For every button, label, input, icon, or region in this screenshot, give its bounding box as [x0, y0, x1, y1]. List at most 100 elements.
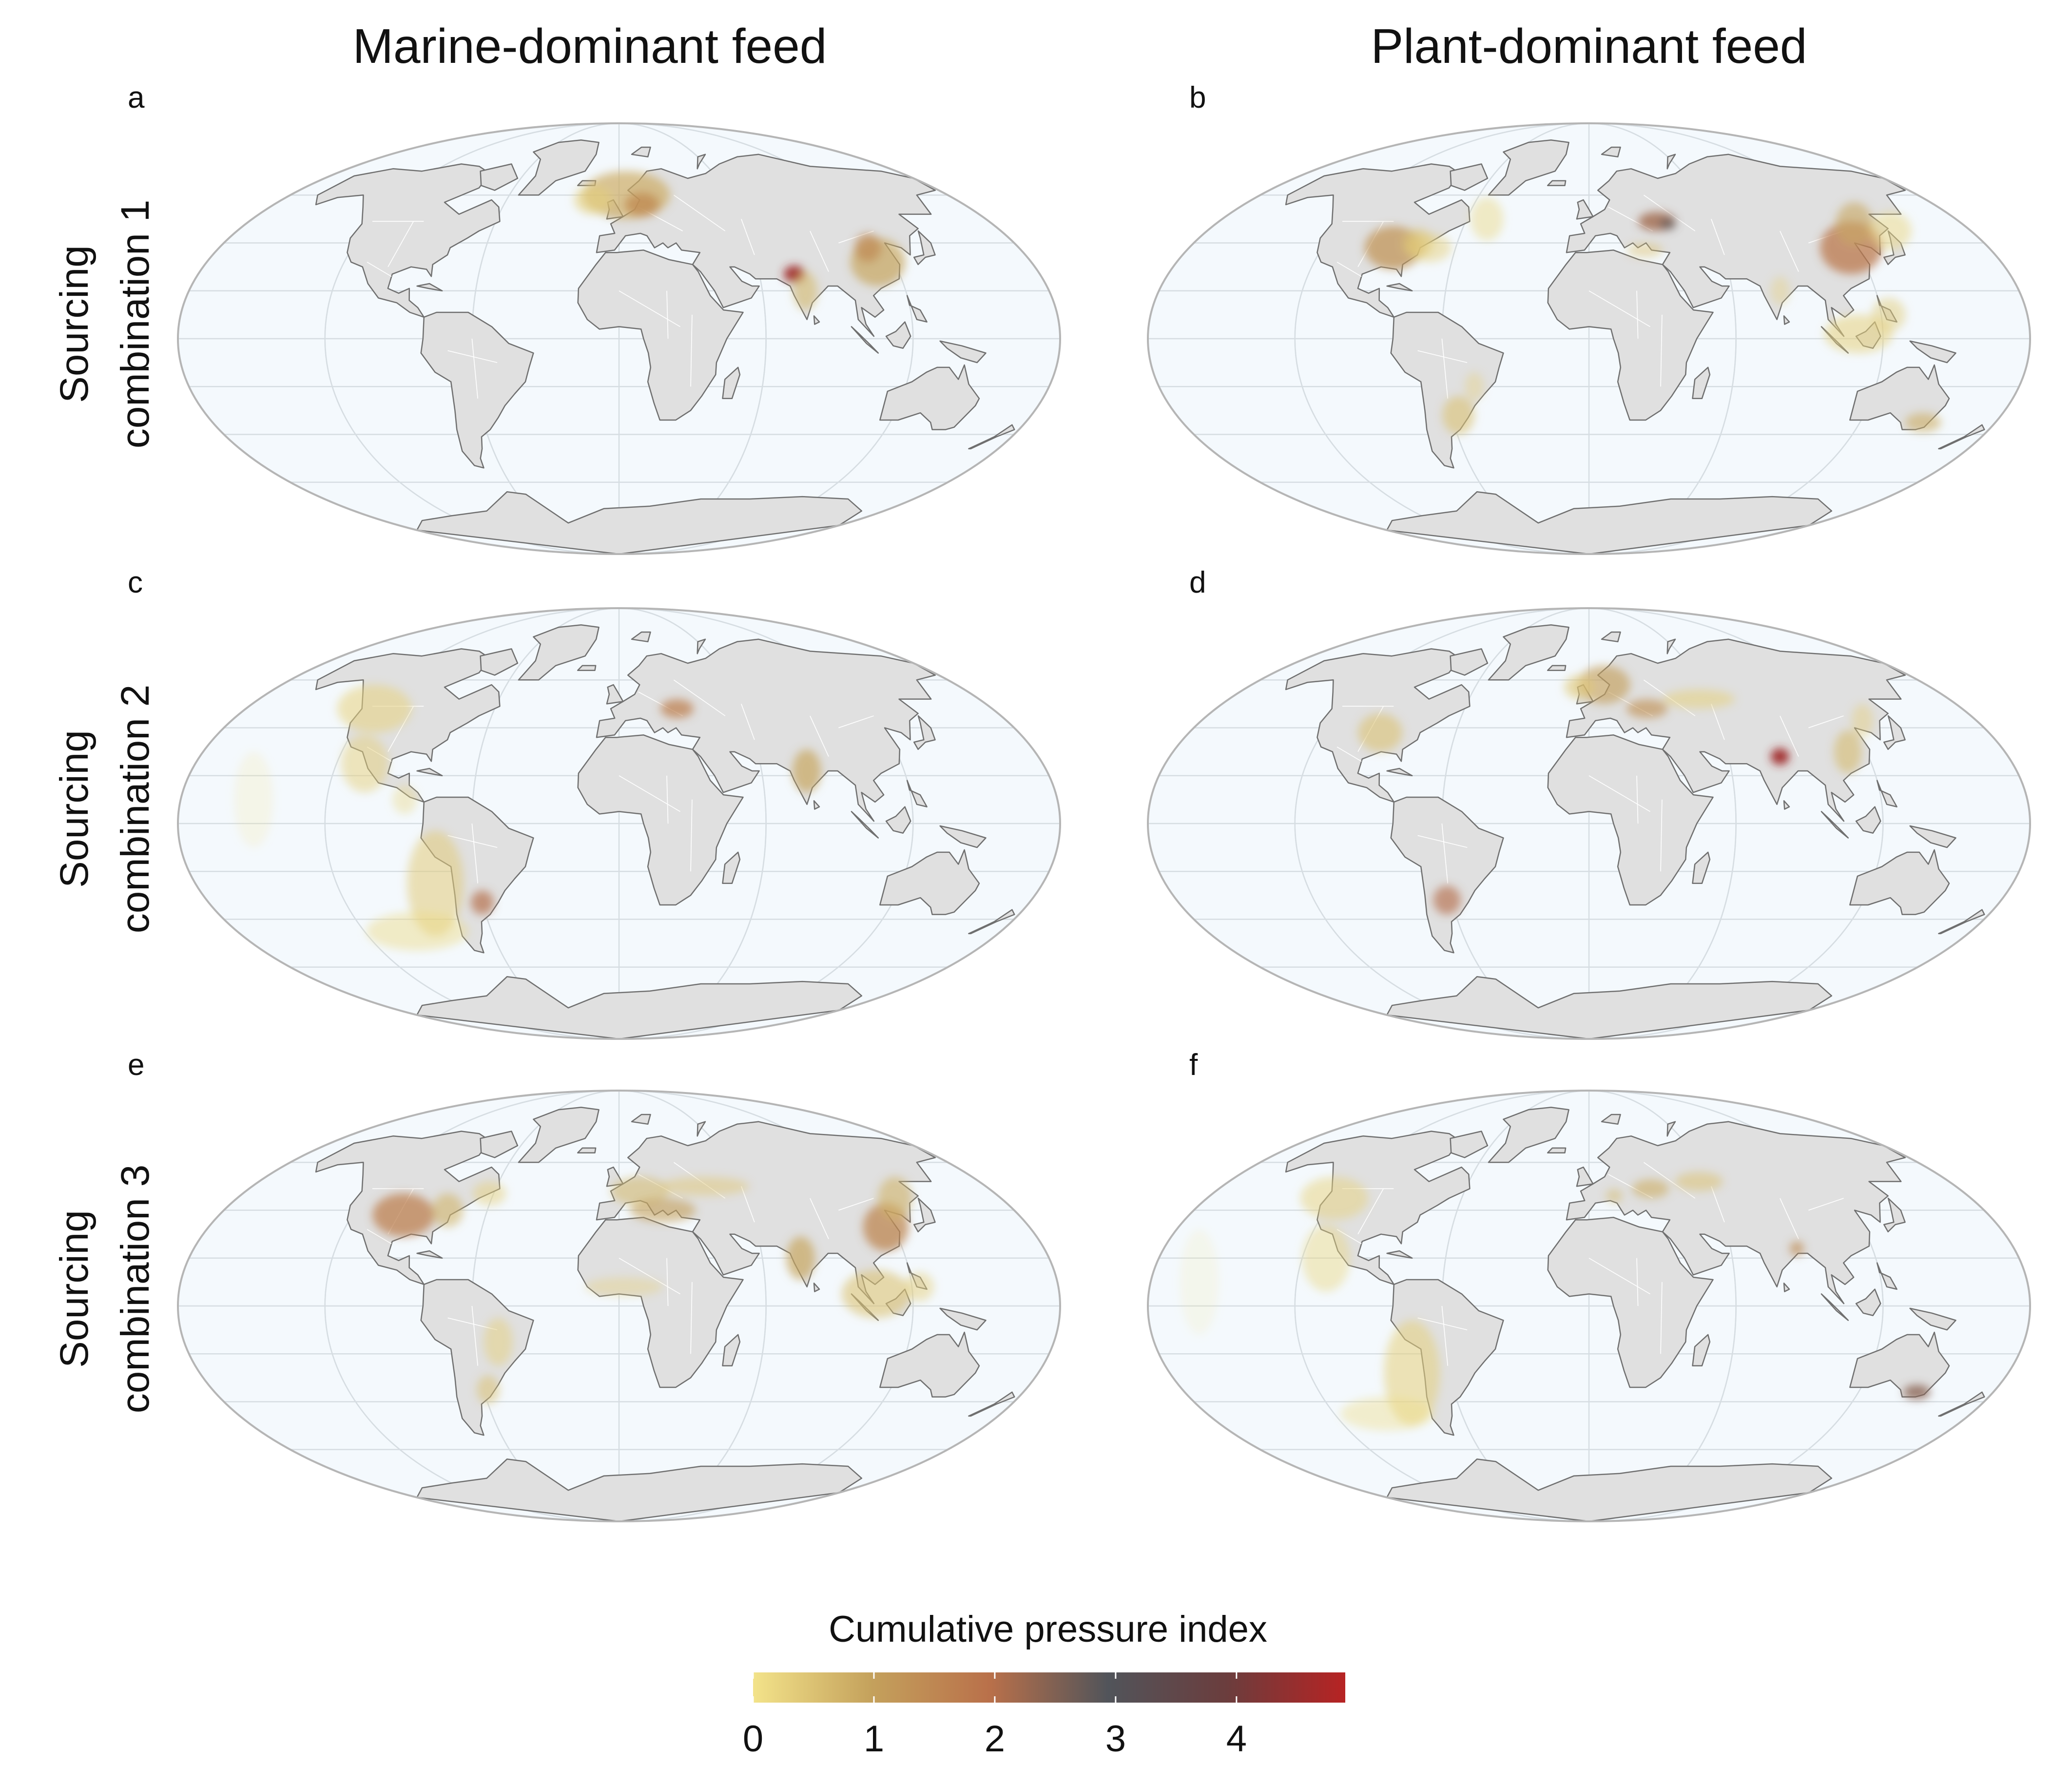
- landmass-borneo: [885, 321, 911, 349]
- landmass-japan: [1883, 715, 1906, 750]
- pressure-hotspot: [1433, 885, 1461, 915]
- pressure-hotspot: [484, 1318, 513, 1366]
- pressure-hotspot: [1302, 1225, 1350, 1292]
- landmass-north-america: [315, 163, 501, 318]
- pressure-hotspot: [1358, 713, 1403, 752]
- landmass-madagascar: [1692, 1334, 1711, 1367]
- legend-title: Cumulative pressure index: [829, 1609, 1267, 1650]
- pressure-hotspot: [1905, 413, 1941, 432]
- landmass-novaya-zemlya: [697, 153, 706, 170]
- world-map: [177, 122, 1061, 555]
- landmass-baffin: [480, 648, 519, 676]
- pressure-hotspot: [234, 751, 273, 848]
- landmass-africa: [577, 249, 744, 421]
- landmass-iceland: [577, 1147, 597, 1153]
- row-title-line1: Sourcing: [52, 730, 97, 888]
- world-map: [1147, 607, 2031, 1040]
- map-panel-c: [171, 602, 1067, 1050]
- world-map: [1147, 1090, 2031, 1522]
- map-panel-e: [171, 1084, 1067, 1533]
- panel-label-e: e: [128, 1048, 145, 1082]
- panel-label-d: d: [1189, 566, 1206, 599]
- map-panel-d: [1141, 602, 2037, 1050]
- landmass-madagascar: [722, 1334, 741, 1367]
- pressure-layer: [234, 685, 821, 951]
- country-borders: [1336, 194, 1844, 399]
- pressure-hotspot: [470, 890, 494, 915]
- landmass-antarctica: [416, 1458, 863, 1521]
- row-title-line2: combination 1: [113, 199, 157, 449]
- world-map: [1147, 122, 2031, 555]
- landmass-japan: [913, 1197, 936, 1233]
- landmass-antarctica: [1386, 1458, 1833, 1521]
- landmass-new-guinea: [939, 340, 987, 364]
- pressure-layer: [1180, 1171, 1931, 1431]
- pressure-hotspot: [1851, 704, 1874, 738]
- landmass-japan: [913, 230, 936, 266]
- pressure-hotspot: [792, 749, 821, 793]
- pressure-layer: [372, 1176, 934, 1404]
- pressure-hotspot: [624, 192, 659, 217]
- pressure-hotspot: [660, 699, 694, 718]
- landmass-new-zealand: [968, 909, 1015, 935]
- landmass-madagascar: [722, 366, 741, 400]
- pressure-hotspot: [372, 1193, 435, 1237]
- landmass-iceland: [1547, 1147, 1567, 1153]
- pressure-hotspot: [432, 1193, 464, 1227]
- panel-label-a: a: [128, 81, 145, 115]
- landmass-novaya-zemlya: [697, 1121, 706, 1137]
- landmass-japan: [1883, 1197, 1906, 1233]
- map-outline: [1147, 122, 2031, 555]
- landmass-novaya-zemlya: [1666, 638, 1676, 654]
- landmass-madagascar: [722, 851, 741, 884]
- column-title-marine: Marine-dominant feed: [352, 19, 827, 74]
- pressure-hotspot: [1626, 699, 1668, 718]
- landmass-new-guinea: [1909, 825, 1956, 848]
- landmass-svalbard: [631, 1113, 651, 1125]
- row-title-sourcing-3: Sourcing combination 3: [44, 1162, 166, 1416]
- pressure-hotspot: [1340, 1397, 1434, 1431]
- landmass-new-zealand: [968, 1391, 1015, 1417]
- landmass-new-zealand: [968, 424, 1015, 450]
- panel-label-b: b: [1189, 81, 1206, 115]
- landmass-svalbard: [1601, 1113, 1621, 1125]
- pressure-hotspot: [407, 830, 464, 936]
- landmass-africa: [1547, 1217, 1714, 1388]
- graticule: [1148, 608, 2030, 1039]
- landmass-africa: [577, 734, 744, 906]
- landmass-new-guinea: [1909, 1307, 1956, 1331]
- pressure-hotspot: [841, 1270, 910, 1318]
- landmass-new-guinea: [1909, 340, 1956, 364]
- map-panel-a: [171, 117, 1067, 565]
- legend-tick-label: 4: [1226, 1718, 1247, 1760]
- map-outline: [1147, 607, 2031, 1040]
- landmass-philippines: [1876, 1262, 1898, 1290]
- map-outline: [177, 607, 1061, 1040]
- pressure-hotspot: [574, 185, 612, 214]
- row-title-line2: combination 3: [113, 1164, 157, 1414]
- landmass-baffin: [1450, 1131, 1489, 1158]
- landmass-baffin: [1450, 163, 1489, 191]
- landmass-australia: [1849, 849, 1950, 915]
- landmass-new-zealand: [1938, 1391, 1985, 1417]
- landmass-sri-lanka: [1783, 315, 1790, 325]
- landmass-africa: [1547, 249, 1714, 421]
- landmass-japan: [913, 715, 936, 750]
- pressure-hotspot: [1675, 1171, 1723, 1191]
- pressure-hotspot: [1770, 748, 1789, 765]
- legend-tick-label: 1: [863, 1718, 885, 1760]
- landmass-british-isles: [1576, 1166, 1594, 1187]
- landmass-philippines: [1876, 780, 1898, 807]
- pressure-hotspot: [472, 1181, 506, 1206]
- pressure-hotspot: [341, 735, 388, 793]
- landmass-baffin: [480, 163, 519, 191]
- landmass-iceland: [1547, 665, 1567, 671]
- pressure-hotspot: [1903, 1385, 1931, 1400]
- landmass-svalbard: [1601, 631, 1621, 643]
- landmass-sri-lanka: [813, 1283, 820, 1292]
- landmass-greenland: [518, 139, 600, 196]
- pressure-hotspot: [786, 1236, 815, 1280]
- pressure-hotspot: [878, 1176, 912, 1220]
- landmass-cuba: [416, 283, 443, 292]
- pressure-hotspot: [1632, 1179, 1669, 1198]
